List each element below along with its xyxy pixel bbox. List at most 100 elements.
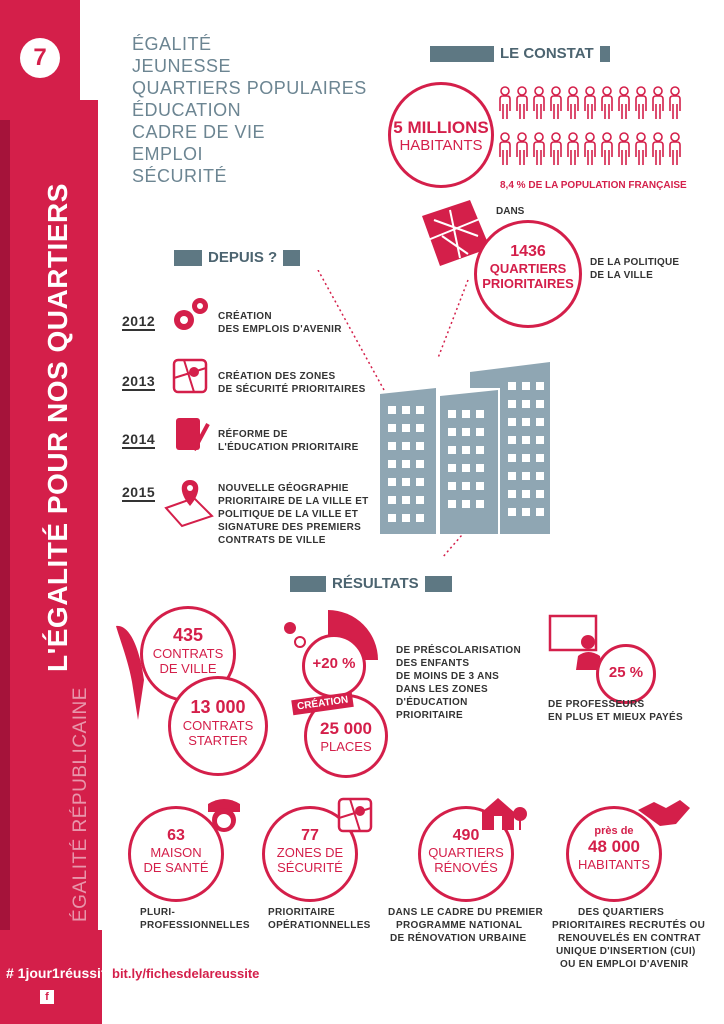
building-window [508,436,516,444]
contrats-ville-label-1: CONTRATS [152,646,224,661]
building-window [536,382,544,390]
page-subtitle: ÉGALITÉ RÉPUBLICAINE [70,687,91,922]
year-2015: 2015 [122,484,156,502]
building-window [476,446,484,454]
contrats-ville-label-2: DE VILLE [159,661,217,676]
person-icon [618,86,630,120]
building-window [476,482,484,490]
item-2013-line-2: DE SÉCURITÉ PRIORITAIRES [218,384,366,395]
sante-label-2: DE SANTÉ [143,860,209,875]
building-window [462,500,470,508]
item-2015-line-2: PRIORITAIRE DE LA VILLE ET [218,496,369,507]
building-window [522,490,530,498]
building-window [462,482,470,490]
sante-value: 63 [167,827,185,844]
securite-line-2: OPÉRATIONNELLES [268,920,371,931]
habitants-value: 5 MILLIONS [393,118,489,137]
notebook-icon [176,418,210,451]
map-pin-icon [172,358,208,394]
person-icon [567,86,579,120]
habitants-circle: 5 MILLIONS HABITANTS [388,82,494,188]
renoves-line-2: PROGRAMME NATIONAL [396,920,523,931]
depuis-heading: DEPUIS ? [202,250,284,266]
sante-line-1: PLURI- [140,907,176,918]
building-window [536,508,544,516]
politique-line-1: DE LA POLITIQUE [590,257,680,268]
item-2012-line-1: CRÉATION [218,311,272,322]
theme-quartiers: QUARTIERS POPULAIRES [132,78,367,98]
building-window [448,500,456,508]
building-window [522,400,530,408]
securite-value: 77 [301,827,319,844]
theme-cadre-de-vie: CADRE DE VIE [132,122,266,142]
theme-education: ÉDUCATION [132,100,242,120]
item-2015-line-1: NOUVELLE GÉOGRAPHIE [218,483,349,494]
city-map-icon [422,200,490,266]
building-window [462,446,470,454]
nurse-icon [208,799,240,832]
renoves-value: 490 [452,827,480,844]
building-window [402,406,410,414]
cui-line-4: UNIQUE D'INSERTION (CUI) [556,946,696,957]
building-window [402,478,410,486]
location-map-icon [164,480,214,528]
presco-line-2: DES ENFANTS [396,658,470,669]
building-window [536,400,544,408]
building-window [416,478,424,486]
building-window [416,514,424,522]
sante-label-1: MAISON [150,845,202,860]
habitants-prefix: près de [594,825,634,837]
building-window [388,478,396,486]
building-window [402,424,410,432]
handshake-icon [638,800,690,826]
building-window [402,496,410,504]
person-icon [516,132,528,166]
person-icon [652,132,664,166]
building-window [388,424,396,432]
building-window [416,460,424,468]
quartiers-circle: 1436 QUARTIERS PRIORITAIRES [474,220,582,328]
building-window [448,428,456,436]
hashtag-link[interactable]: # 1jour1réussite [6,965,114,981]
page-number-badge: 7 [20,38,60,78]
resultats-heading: RÉSULTATS [326,576,425,592]
security-map-icon [337,797,373,833]
theme-emploi: EMPLOI [132,144,204,164]
population-pct: 8,4 % DE LA POPULATION FRANÇAISE [500,180,687,191]
building-window [462,410,470,418]
house-icon [482,798,527,830]
building-window [448,410,456,418]
quartiers-value: 1436 [510,243,546,260]
person-icon [550,132,562,166]
facebook-icon[interactable]: f [40,990,54,1004]
person-icon [635,132,647,166]
sante-circle: 63 MAISON DE SANTÉ [128,806,224,902]
places-circle: 25 000 PLACES [304,694,388,778]
building-window [416,496,424,504]
profs-circle: 25 % [596,644,656,704]
sidebar-band [10,100,98,930]
securite-line-1: PRIORITAIRE [268,907,336,918]
year-2014: 2014 [122,431,156,449]
population-people-icon [499,86,681,166]
presco-value: +20 % [312,655,356,672]
places-value: 25 000 [320,719,372,738]
renoves-line-3: DE RÉNOVATION URBAINE [390,933,527,944]
theme-jeunesse: JEUNESSE [132,56,232,76]
building-window [388,442,396,450]
presco-line-4: DANS LES ZONES [396,684,488,695]
theme-securite: SÉCURITÉ [132,166,228,186]
building-window [476,464,484,472]
person-icon [669,86,681,120]
building-window [508,508,516,516]
building-window [522,436,530,444]
person-icon [516,86,528,120]
footer-link[interactable]: bit.ly/fichesdelareussite [112,966,260,981]
profs-value: 25 % [608,664,644,681]
building-window [522,454,530,462]
presco-line-6: PRIORITAIRE [396,710,464,721]
building-window [402,460,410,468]
building-window [388,496,396,504]
building-window [508,400,516,408]
item-2015-line-4: SIGNATURE DES PREMIERS [218,522,362,533]
